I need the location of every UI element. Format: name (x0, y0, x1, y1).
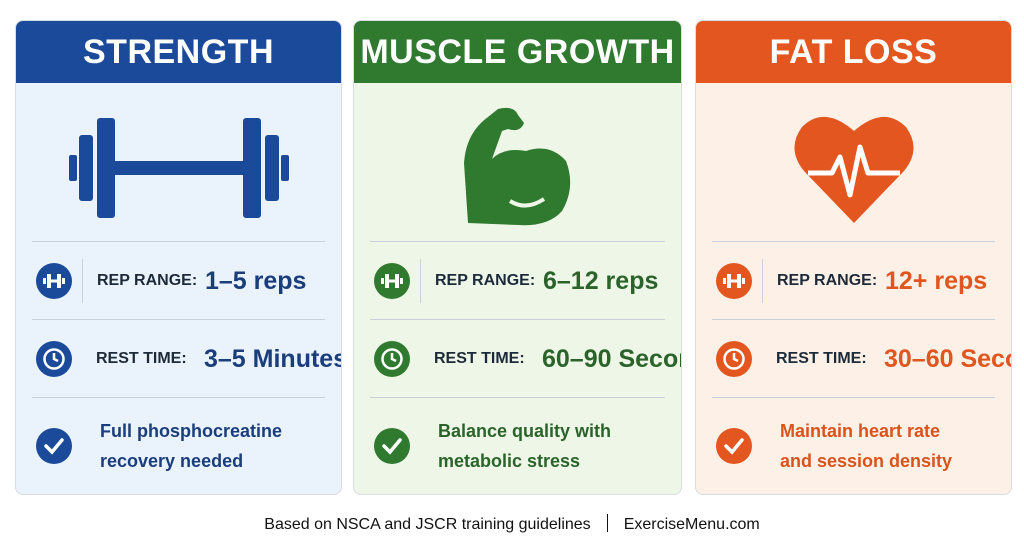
site: ExerciseMenu.com (623, 516, 760, 533)
note-line: metabolic stress (438, 451, 581, 471)
stat-label: REP RANGE: (777, 272, 878, 289)
card: MUSCLE GROWTH REP RANGE: 6–12 reps REST T… (353, 20, 682, 495)
stat-value: 30–60 Seconds (884, 344, 1011, 373)
stat-row: REST TIME: 60–90 Seconds (374, 331, 681, 387)
stat-label: REP RANGE: (435, 272, 536, 289)
card-title: FAT LOSS (696, 21, 1011, 83)
note: Maintain heart rate and session density (780, 416, 952, 476)
note-row: Maintain heart rate and session density (716, 411, 1001, 481)
card-title: MUSCLE GROWTH (354, 21, 681, 83)
source: Based on NSCA and JSCR training guidelin… (264, 516, 591, 533)
stat-row: REP RANGE: 1–5 reps (36, 253, 331, 309)
row-icon (36, 341, 72, 377)
stat-row: REP RANGE: 12+ reps (716, 253, 1001, 309)
note: Balance quality with metabolic stress (438, 416, 611, 476)
row-icon (374, 428, 410, 464)
note-row: Balance quality with metabolic stress (374, 411, 671, 481)
stat-label: REST TIME: (776, 350, 867, 367)
row-icon (716, 341, 752, 377)
divider (606, 514, 608, 532)
card: FAT LOSS REP RANGE: 12+ reps REST TIME: 30… (695, 20, 1012, 495)
stat-value: 6–12 reps (543, 266, 659, 295)
stat-value: 12+ reps (885, 266, 988, 295)
stat-value: 1–5 reps (205, 266, 307, 295)
stat-label: REST TIME: (434, 350, 525, 367)
stat-row: REP RANGE: 6–12 reps (374, 253, 671, 309)
row-icon (374, 263, 410, 299)
card-icon (696, 93, 1011, 243)
stat-label: REST TIME: (96, 350, 187, 367)
stat-row: REST TIME: 30–60 Seconds (716, 331, 1011, 387)
row-icon (716, 428, 752, 464)
stat-value: 3–5 Minutes (204, 344, 342, 373)
stat-row: REST TIME: 3–5 Minutes (36, 331, 341, 387)
note-line: Balance quality with (438, 421, 612, 441)
stat-label: REP RANGE: (97, 272, 198, 289)
row-icon (36, 428, 72, 464)
footer: Based on NSCA and JSCR training guidelin… (0, 514, 1024, 534)
row-icon (374, 341, 410, 377)
note: Full phosphocreatine recovery needed (100, 416, 282, 476)
stat-value: 60–90 Seconds (542, 344, 681, 373)
card-icon (16, 93, 341, 243)
note-line: and session density (780, 451, 953, 471)
card-icon (354, 93, 681, 243)
note-line: recovery needed (100, 451, 244, 471)
card: STRENGTH REP RANGE: 1–5 reps REST TIME: 3–… (15, 20, 342, 495)
row-icon (716, 263, 752, 299)
note-line: Maintain heart rate (780, 421, 941, 441)
note-line: Full phosphocreatine (100, 421, 283, 441)
card-title: STRENGTH (16, 21, 341, 83)
note-row: Full phosphocreatine recovery needed (36, 411, 331, 481)
row-icon (36, 263, 72, 299)
